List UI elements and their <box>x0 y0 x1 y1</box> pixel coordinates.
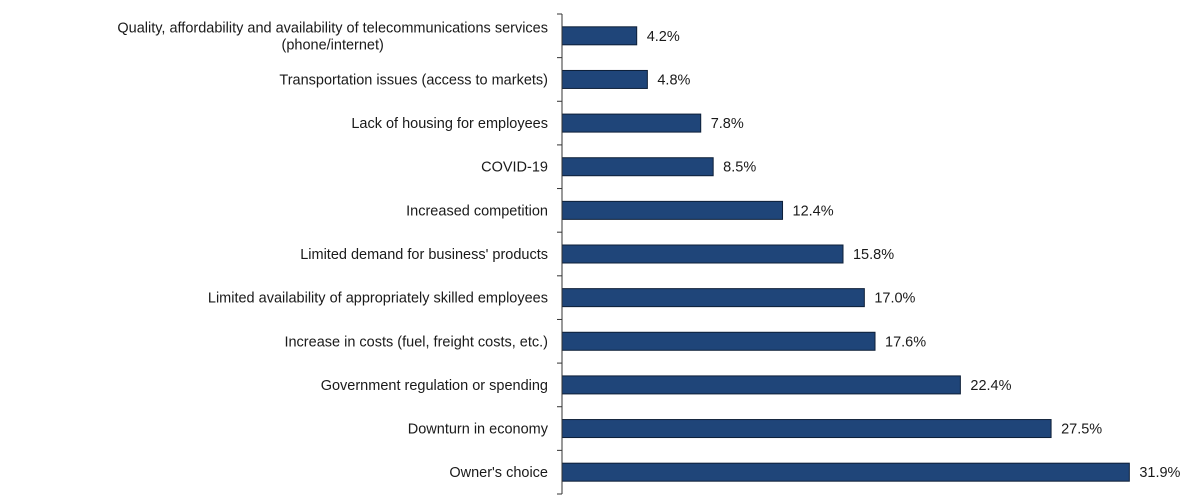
bar-value-label: 27.5% <box>1061 422 1102 438</box>
bar <box>562 332 875 350</box>
category-label: Increased competition <box>406 203 548 219</box>
category-label: Transportation issues (access to markets… <box>279 72 548 88</box>
bar <box>562 463 1129 481</box>
bar-value-label: 17.0% <box>874 291 915 307</box>
bar-value-label: 12.4% <box>793 203 834 219</box>
bar-value-label: 15.8% <box>853 247 894 263</box>
category-label: Increase in costs (fuel, freight costs, … <box>284 334 548 350</box>
bar-value-label: 4.8% <box>657 72 690 88</box>
bar-value-label: 4.2% <box>647 29 680 45</box>
bar-value-label: 31.9% <box>1139 465 1180 481</box>
bar <box>562 70 647 88</box>
category-label: Limited demand for business' products <box>300 247 548 263</box>
category-label: Limited availability of appropriately sk… <box>208 291 548 307</box>
bar-value-label: 22.4% <box>970 378 1011 394</box>
category-label: Quality, affordability and availability … <box>117 20 548 36</box>
category-label: Downturn in economy <box>408 422 549 438</box>
bar-value-label: 17.6% <box>885 334 926 350</box>
category-label: Lack of housing for employees <box>351 116 548 132</box>
bar-value-label: 8.5% <box>723 160 756 176</box>
category-label: Government regulation or spending <box>321 378 548 394</box>
bar <box>562 201 783 219</box>
category-label: COVID-19 <box>481 160 548 176</box>
bar <box>562 27 637 45</box>
category-label: Owner's choice <box>449 465 548 481</box>
category-label: (phone/internet) <box>281 37 383 53</box>
bars-layer <box>562 27 1129 481</box>
bar <box>562 114 701 132</box>
bar <box>562 420 1051 438</box>
bar <box>562 245 843 263</box>
bar <box>562 289 864 307</box>
bar <box>562 158 713 176</box>
bar <box>562 376 960 394</box>
y-axis <box>557 14 562 494</box>
bar-value-label: 7.8% <box>711 116 744 132</box>
